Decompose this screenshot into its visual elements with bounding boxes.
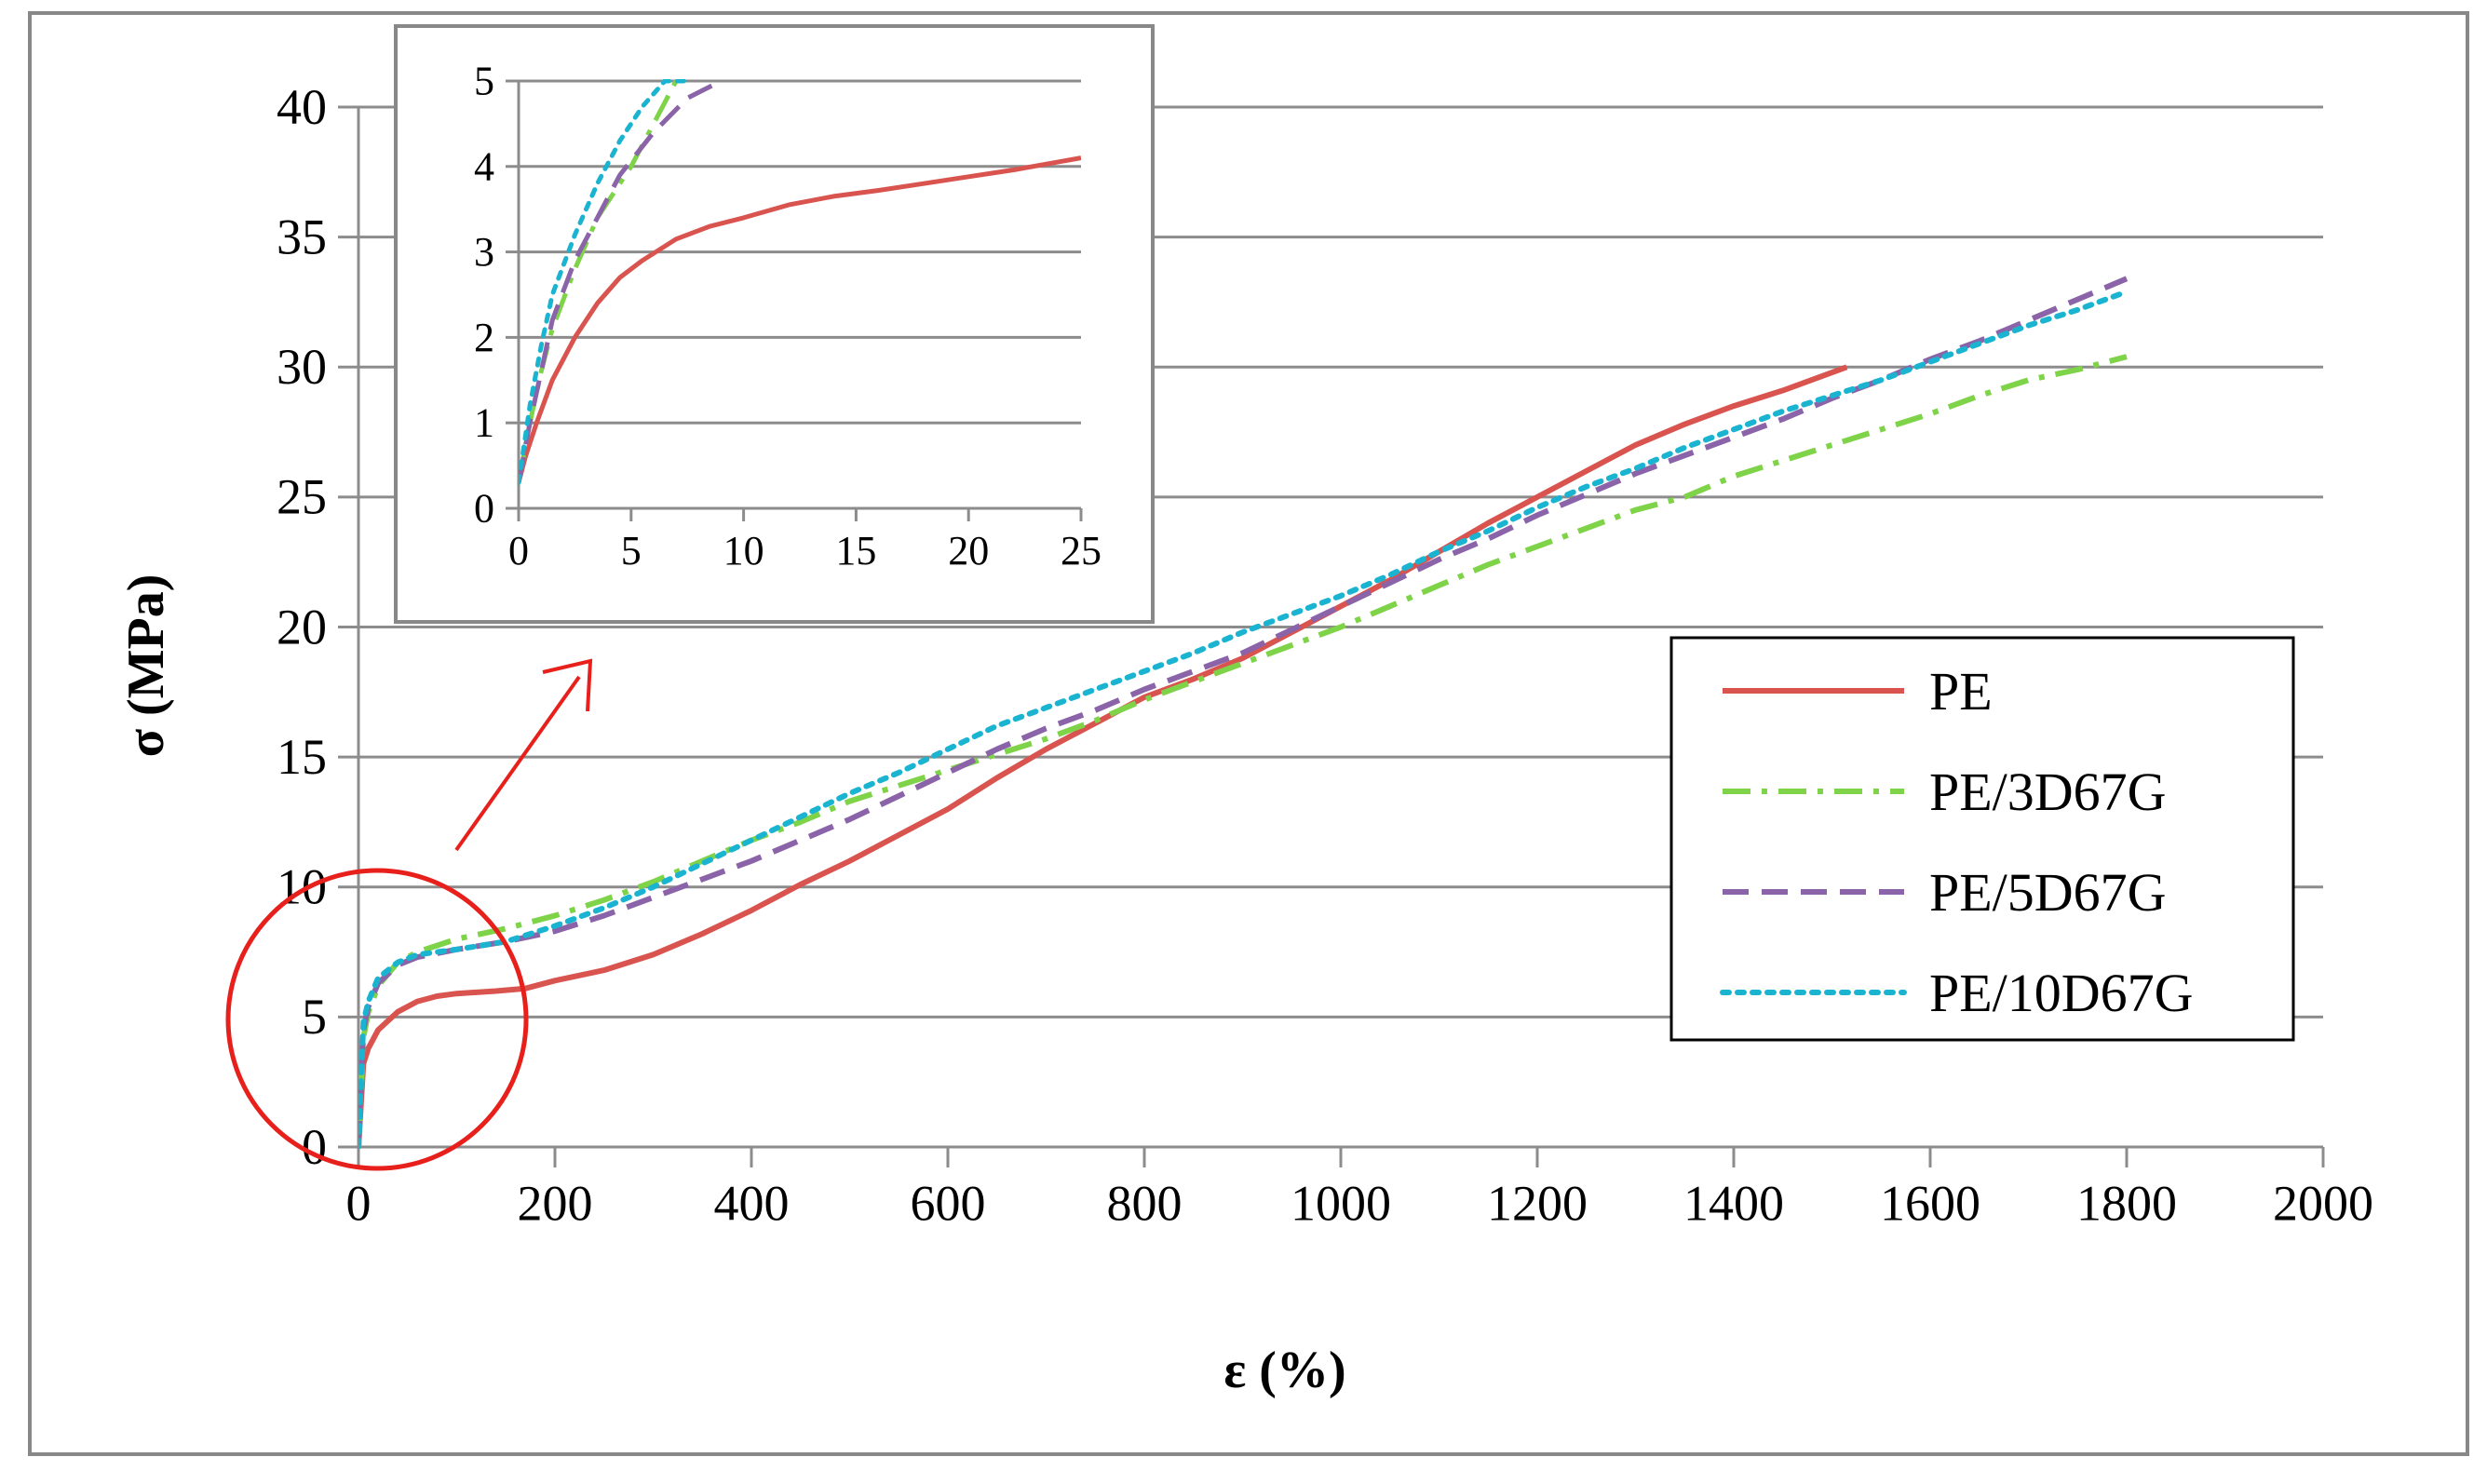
y-tick-label: 4 [474,143,494,189]
x-axis-title: ε (%) [1223,1342,1345,1399]
x-tick-label: 1200 [1487,1176,1588,1232]
series-line-pe-3d67g [358,354,2128,1148]
inset-tick-labels: 0 1 2 3 4 5 0 5 10 15 20 25 [474,59,1102,574]
y-tick-label: 30 [277,339,327,395]
x-tick-label: 400 [714,1176,790,1232]
x-tick-label: 600 [911,1176,986,1232]
x-tick-label: 200 [518,1176,593,1232]
y-tick-label: 15 [277,729,327,785]
inset-chart: 0 1 2 3 4 5 0 5 10 15 20 25 [394,24,1155,624]
legend-label: PE/3D67G [1929,762,2167,822]
series-line-pe-10d67g [519,79,690,485]
x-tick-label: 2000 [2273,1176,2373,1232]
y-tick-label: 10 [277,859,327,915]
annotation-arrow [454,658,593,852]
main-axes [338,105,2325,1167]
legend-label: PE [1929,661,1993,722]
x-tick-label: 10 [723,528,764,573]
x-tick-label: 0 [508,528,529,573]
y-tick-label: 20 [277,599,327,654]
y-tick-label: 3 [474,229,494,275]
y-tick-label: 1 [474,400,494,446]
x-tick-label: 1400 [1683,1176,1784,1232]
series-line-pe-10d67g [358,289,2129,1149]
y-tick-label: 0 [302,1119,327,1175]
inset-axes [506,79,1083,521]
y-tick-label: 2 [474,315,494,360]
x-tick-label: 800 [1107,1176,1183,1232]
main-series-group [358,276,2129,1149]
legend: PE PE/3D67G PE/5D67G PE/10D67G [1669,636,2295,1042]
y-tick-label: 25 [277,469,327,525]
x-tick-label: 20 [948,528,989,573]
series-line-pe-5d67g [519,79,723,483]
x-tick-label: 1000 [1291,1176,1391,1232]
y-tick-label: 40 [277,79,327,135]
annotation-circle [225,868,529,1171]
y-tick-label: 5 [302,989,327,1045]
inset-frame [394,24,1155,624]
y-axis-title: σ (MPa) [117,574,175,758]
x-tick-label: 1800 [2076,1176,2177,1232]
inset-series-group [519,79,1081,485]
legend-label: PE/5D67G [1929,862,2167,923]
inset-gridlines [519,79,1081,425]
y-tick-label: 35 [277,209,327,264]
series-line-pe [519,155,1081,484]
x-tick-label: 15 [835,528,876,573]
y-tick-label: 0 [474,486,494,532]
x-tick-label: 1600 [1880,1176,1980,1232]
legend-label: PE/10D67G [1929,963,2194,1023]
x-tick-label: 25 [1061,528,1102,573]
y-tick-label: 5 [474,59,494,104]
series-line-pe [358,364,1848,1148]
x-tick-label: 0 [346,1176,372,1232]
x-tick-label: 5 [621,528,642,573]
